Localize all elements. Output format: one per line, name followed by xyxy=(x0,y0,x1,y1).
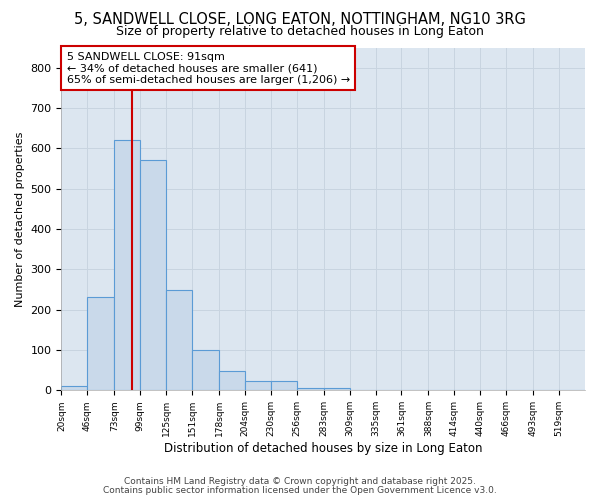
Y-axis label: Number of detached properties: Number of detached properties xyxy=(15,131,25,306)
Text: Size of property relative to detached houses in Long Eaton: Size of property relative to detached ho… xyxy=(116,25,484,38)
Bar xyxy=(324,388,350,390)
Bar xyxy=(140,160,166,390)
Bar xyxy=(88,297,114,390)
Bar xyxy=(192,350,219,391)
Bar xyxy=(219,371,245,390)
Bar xyxy=(61,386,88,390)
Text: 5 SANDWELL CLOSE: 91sqm
← 34% of detached houses are smaller (641)
65% of semi-d: 5 SANDWELL CLOSE: 91sqm ← 34% of detache… xyxy=(67,52,350,84)
Bar xyxy=(245,382,271,390)
X-axis label: Distribution of detached houses by size in Long Eaton: Distribution of detached houses by size … xyxy=(164,442,482,455)
Bar xyxy=(166,290,192,390)
Bar xyxy=(297,388,324,390)
Text: Contains HM Land Registry data © Crown copyright and database right 2025.: Contains HM Land Registry data © Crown c… xyxy=(124,477,476,486)
Text: Contains public sector information licensed under the Open Government Licence v3: Contains public sector information licen… xyxy=(103,486,497,495)
Bar xyxy=(114,140,140,390)
Text: 5, SANDWELL CLOSE, LONG EATON, NOTTINGHAM, NG10 3RG: 5, SANDWELL CLOSE, LONG EATON, NOTTINGHA… xyxy=(74,12,526,28)
Bar xyxy=(271,382,297,390)
